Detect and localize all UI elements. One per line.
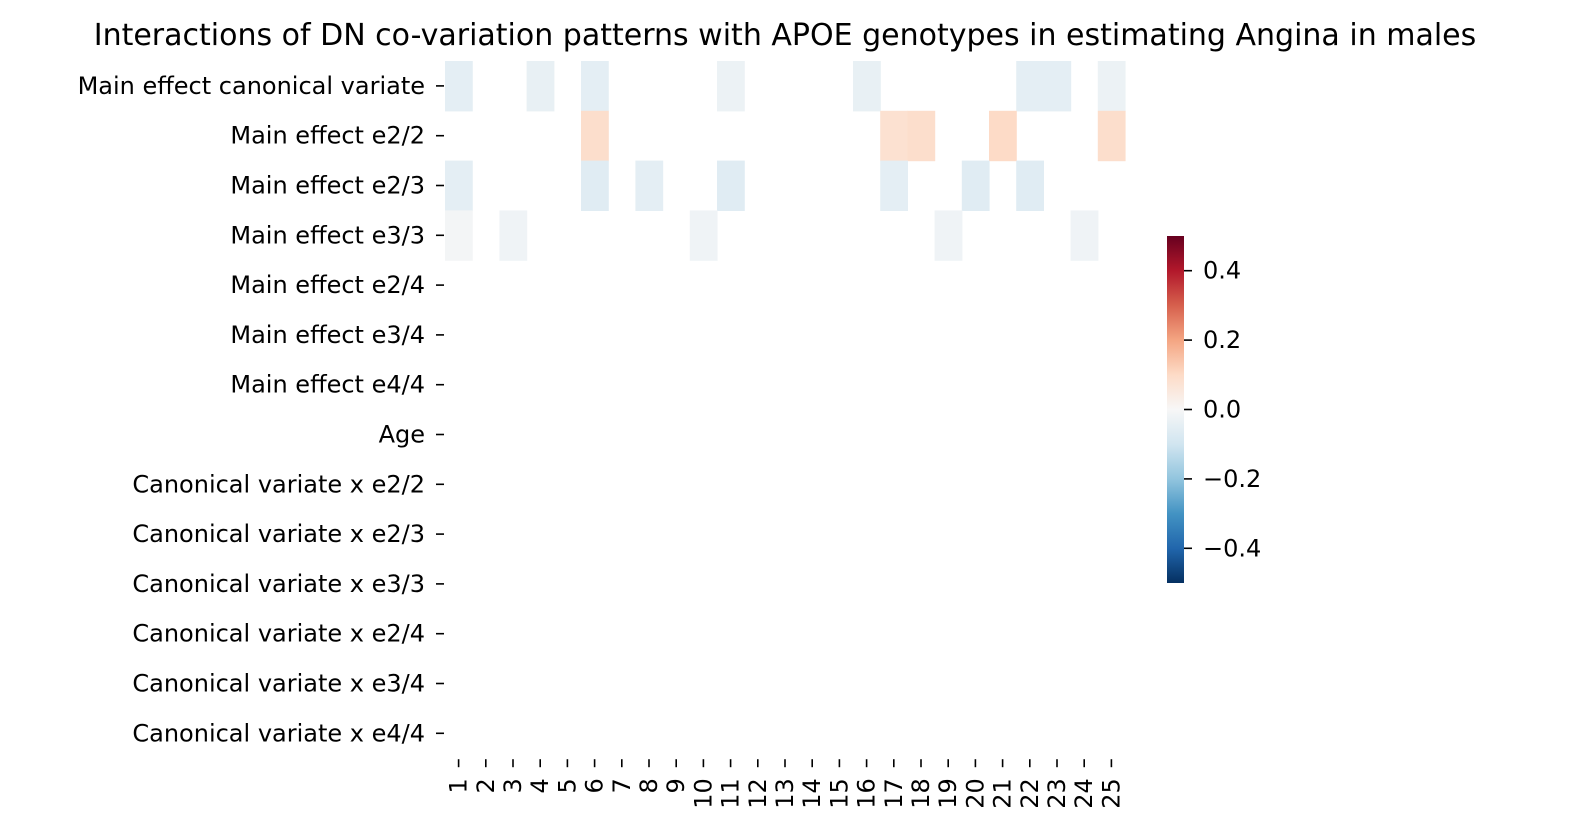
y-axis: Main effect canonical variate Main effect… <box>78 72 444 747</box>
x-tick-label: 12 <box>744 778 772 809</box>
heatmap-cell <box>880 110 908 162</box>
heatmap-cell <box>1016 61 1044 112</box>
heatmap-cell <box>717 160 745 211</box>
x-tick-label: 24 <box>1070 778 1098 809</box>
colorbar-tick-label: 0.4 <box>1203 257 1241 285</box>
x-tick-label: 23 <box>1043 778 1071 809</box>
x-tick-label: 16 <box>853 778 881 809</box>
y-tick-label: Main effect e2/3 <box>230 172 425 200</box>
heatmap-cell <box>581 110 609 162</box>
heatmap-cell <box>1070 210 1099 261</box>
x-tick-label: 18 <box>907 778 935 809</box>
heatmap-cells <box>445 61 1126 261</box>
colorbar-tick-label: −0.4 <box>1203 534 1261 562</box>
y-tick-label: Age <box>379 421 425 449</box>
x-tick-label: 10 <box>689 778 717 809</box>
y-tick-label: Canonical variate x e3/4 <box>132 670 425 698</box>
heatmap-cell <box>445 210 473 261</box>
colorbar-tick-label: −0.2 <box>1203 465 1261 493</box>
heatmap-cell <box>934 210 963 261</box>
x-tick-label: 1 <box>445 778 473 793</box>
x-tick-label: 22 <box>1016 778 1044 809</box>
heatmap-cell <box>635 160 664 211</box>
heatmap-cell <box>581 61 609 112</box>
heatmap-cell <box>717 61 745 112</box>
y-tick-label: Main effect canonical variate <box>78 72 425 100</box>
x-tick-label: 8 <box>635 778 663 793</box>
x-tick-label: 2 <box>472 778 500 793</box>
x-tick-label: 13 <box>771 778 799 809</box>
heatmap-cell <box>1016 160 1044 211</box>
x-tick-label: 9 <box>662 778 690 793</box>
heatmap-cell <box>499 210 528 261</box>
y-tick-label: Canonical variate x e4/4 <box>132 719 425 747</box>
x-tick-label: 20 <box>961 778 989 809</box>
x-tick-label: 11 <box>717 778 745 809</box>
x-tick-label: 15 <box>825 778 853 809</box>
heatmap-cell <box>445 160 473 211</box>
heatmap-cell <box>1097 110 1126 162</box>
heatmap-cell <box>581 160 609 211</box>
x-tick-label: 19 <box>934 778 962 809</box>
y-tick-label: Main effect e2/4 <box>230 271 425 299</box>
heatmap-cell <box>526 61 555 112</box>
heatmap-cell <box>1043 61 1072 112</box>
y-tick-label: Main effect e3/3 <box>230 221 425 249</box>
chart-title: Interactions of DN co-variation patterns… <box>94 18 1477 53</box>
y-tick-label: Canonical variate x e3/3 <box>132 570 425 598</box>
heatmap-cell <box>907 110 936 162</box>
heatmap-cell <box>445 61 473 112</box>
colorbar-tick-label: 0.2 <box>1203 326 1241 354</box>
y-tick-label: Canonical variate x e2/4 <box>132 620 425 648</box>
colorbar-tick-label: 0.0 <box>1203 396 1241 424</box>
x-axis: 1 2 3 4 5 6 7 8 9 10 11 12 13 14 15 16 17 18 19 20 21 22 23 24 2… <box>445 759 1125 809</box>
x-tick-label: 3 <box>499 778 527 793</box>
heatmap-cell <box>1097 61 1126 112</box>
heatmap-cell <box>989 110 1017 162</box>
x-tick-label: 4 <box>526 778 554 793</box>
y-tick-label: Canonical variate x e2/3 <box>132 520 425 548</box>
x-tick-label: 14 <box>798 778 826 809</box>
y-tick-label: Main effect e3/4 <box>230 321 425 349</box>
heatmap-cell <box>689 210 718 261</box>
x-tick-label: 6 <box>581 778 609 793</box>
colorbar-gradient <box>1167 236 1184 583</box>
x-tick-label: 5 <box>553 778 581 793</box>
y-tick-label: Main effect e2/2 <box>230 122 425 150</box>
x-tick-label: 17 <box>880 778 908 809</box>
x-tick-label: 7 <box>608 778 636 793</box>
heatmap-cell <box>853 61 881 112</box>
y-tick-label: Canonical variate x e2/2 <box>132 470 425 498</box>
x-tick-label: 25 <box>1097 778 1125 809</box>
y-tick-label: Main effect e4/4 <box>230 371 425 399</box>
heatmap-cell <box>961 160 990 211</box>
x-tick-label: 21 <box>989 778 1017 809</box>
heatmap-cell <box>880 160 908 211</box>
colorbar: 0.4 0.2 0.0 −0.2 −0.4 <box>1167 236 1261 583</box>
